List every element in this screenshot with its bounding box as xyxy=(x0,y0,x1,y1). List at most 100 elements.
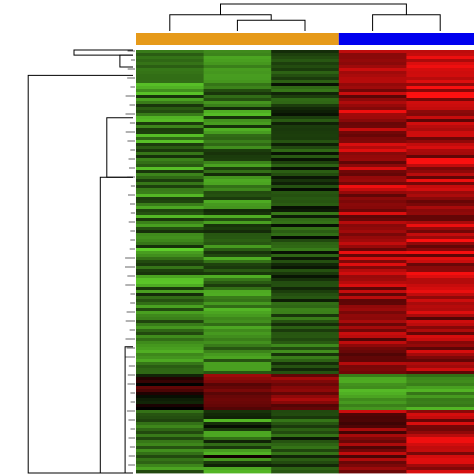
heatmap-cell xyxy=(203,101,272,105)
heatmap-cell xyxy=(271,197,340,201)
heatmap-cell xyxy=(406,338,474,342)
heatmap-cell xyxy=(406,335,474,339)
heatmap-cell xyxy=(271,233,340,237)
heatmap-cell xyxy=(136,392,205,396)
heatmap-cell xyxy=(203,320,272,324)
heatmap-cell xyxy=(271,332,340,336)
heatmap-cell xyxy=(271,269,340,273)
heatmap-cell xyxy=(136,398,205,402)
heatmap-cell xyxy=(136,332,205,336)
heatmap-cell xyxy=(338,209,407,213)
heatmap-cell xyxy=(338,428,407,432)
heatmap-cell xyxy=(406,215,474,219)
heatmap-cell xyxy=(136,239,205,243)
heatmap-cell xyxy=(406,65,474,69)
heatmap-cell xyxy=(406,275,474,279)
heatmap-cell xyxy=(203,212,272,216)
heatmap-cell xyxy=(271,338,340,342)
heatmap-cell xyxy=(338,455,407,459)
heatmap-cell xyxy=(136,320,205,324)
heatmap-cell xyxy=(271,302,340,306)
heatmap-cell xyxy=(271,77,340,81)
heatmap-cell xyxy=(338,233,407,237)
heatmap-cell xyxy=(203,329,272,333)
heatmap-cell xyxy=(271,83,340,87)
heatmap-cell xyxy=(271,245,340,249)
heatmap-cell xyxy=(406,278,474,282)
heatmap-cell xyxy=(406,344,474,348)
heatmap-cell xyxy=(406,293,474,297)
heatmap-cell xyxy=(271,437,340,441)
heatmap-cell xyxy=(338,152,407,156)
heatmap-cell xyxy=(136,182,205,186)
heatmap-cell xyxy=(203,362,272,366)
heatmap-cell xyxy=(136,59,205,63)
heatmap-cell xyxy=(203,146,272,150)
heatmap-cell xyxy=(406,419,474,423)
heatmap-cell xyxy=(271,428,340,432)
heatmap-cell xyxy=(271,356,340,360)
heatmap-cell xyxy=(271,275,340,279)
heatmap-cell xyxy=(406,401,474,405)
heatmap-cell xyxy=(203,278,272,282)
heatmap-cell xyxy=(406,452,474,456)
heatmap-cell xyxy=(338,260,407,264)
heatmap-cell xyxy=(406,380,474,384)
heatmap-cell xyxy=(271,140,340,144)
heatmap-cell xyxy=(136,134,205,138)
heatmap-cell xyxy=(203,128,272,132)
heatmap-cell xyxy=(136,206,205,210)
heatmap-cell xyxy=(338,254,407,258)
heatmap-cell xyxy=(136,386,205,390)
heatmap-cell xyxy=(203,461,272,465)
heatmap-cell xyxy=(203,98,272,102)
heatmap-cell xyxy=(406,398,474,402)
heatmap-cell xyxy=(271,182,340,186)
heatmap-cell xyxy=(338,407,407,411)
heatmap-cell xyxy=(203,287,272,291)
heatmap-cell xyxy=(406,59,474,63)
heatmap-cell xyxy=(338,347,407,351)
heatmap-cell xyxy=(406,467,474,471)
heatmap-cell xyxy=(406,110,474,114)
heatmap-cell xyxy=(136,278,205,282)
heatmap-cell xyxy=(338,116,407,120)
heatmap-cell xyxy=(203,332,272,336)
heatmap-cell xyxy=(271,254,340,258)
heatmap-cell xyxy=(203,443,272,447)
heatmap-cell xyxy=(136,353,205,357)
heatmap-cell xyxy=(406,272,474,276)
heatmap-cell xyxy=(271,419,340,423)
heatmap-cell xyxy=(136,98,205,102)
heatmap-cell xyxy=(338,149,407,153)
heatmap-cell xyxy=(203,284,272,288)
heatmap-cell xyxy=(136,179,205,183)
heatmap-cell xyxy=(136,380,205,384)
heatmap-cell xyxy=(338,410,407,414)
heatmap-cell xyxy=(271,266,340,270)
heatmap-cell xyxy=(406,200,474,204)
heatmap-cell xyxy=(203,59,272,63)
heatmap-cell xyxy=(406,89,474,93)
heatmap-cell xyxy=(338,239,407,243)
heatmap-cell xyxy=(406,410,474,414)
heatmap-cell xyxy=(406,134,474,138)
heatmap-cell xyxy=(406,95,474,99)
heatmap-cell xyxy=(136,185,205,189)
heatmap-cell xyxy=(203,224,272,228)
row-dendrogram xyxy=(27,49,135,474)
column-group-bar-segment xyxy=(338,33,474,45)
heatmap-cell xyxy=(203,293,272,297)
heatmap-cell xyxy=(338,173,407,177)
heatmap-cell xyxy=(338,386,407,390)
heatmap-cell xyxy=(338,242,407,246)
heatmap-cell xyxy=(338,422,407,426)
heatmap-cell xyxy=(271,236,340,240)
heatmap-cell xyxy=(271,257,340,261)
heatmap-cell xyxy=(203,230,272,234)
heatmap-cell xyxy=(136,401,205,405)
heatmap-cell xyxy=(338,431,407,435)
heatmap-cell xyxy=(136,293,205,297)
heatmap-cell xyxy=(136,257,205,261)
